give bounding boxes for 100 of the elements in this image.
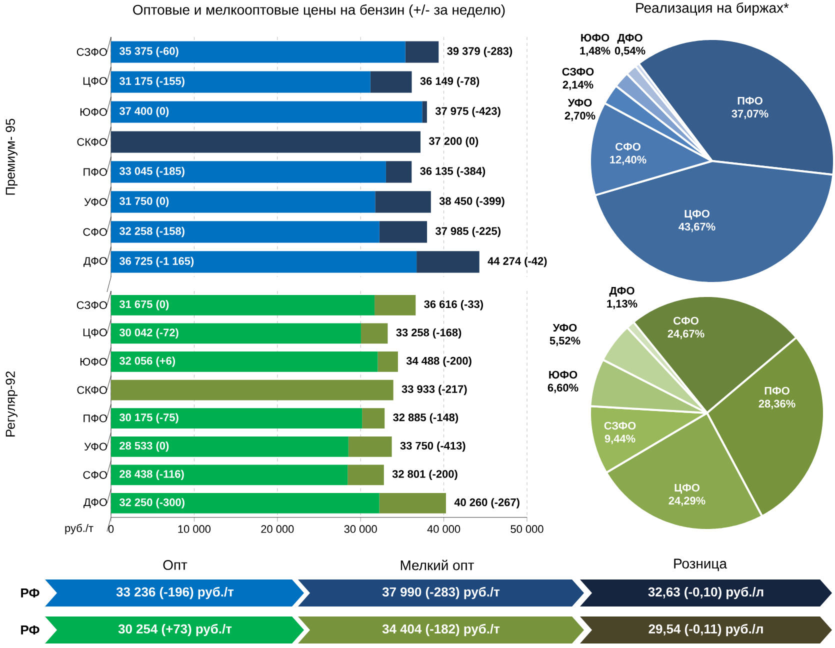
- bar: [379, 493, 446, 514]
- data-label: 31 675 (0): [119, 300, 169, 310]
- slice-label: ДФО: [617, 34, 642, 44]
- slice-label: ЦФО: [674, 484, 700, 494]
- bar: [386, 161, 412, 183]
- bar: [111, 101, 422, 123]
- bar: [111, 408, 362, 429]
- data-label: 28 438 (-116): [120, 470, 184, 480]
- y-tick-label: СКФО: [77, 386, 107, 394]
- y-tick-label: ЦФО: [83, 77, 107, 87]
- slice-label: СЗФО: [604, 422, 636, 430]
- y-tick-label: ЮФО: [80, 358, 107, 366]
- data-label: 37,07%: [732, 110, 768, 120]
- y-tick-label: ДФО: [84, 257, 107, 267]
- text: 29,54 (-0,11) руб./л: [648, 624, 763, 636]
- slice-label: СФО: [616, 142, 640, 151]
- bar: [111, 493, 380, 514]
- bar: [111, 251, 417, 273]
- data-label: 2,70%: [564, 112, 596, 122]
- bar: [111, 464, 348, 486]
- text: 30 254 (+73) руб./т: [118, 624, 232, 636]
- slice-label: СФО: [674, 316, 698, 325]
- text: 33 236 (-196) руб./т: [116, 586, 234, 600]
- data-label: 37 400 (0): [119, 106, 169, 118]
- slice-label: ЦФО: [684, 210, 710, 220]
- data-label: 9,44%: [604, 434, 636, 444]
- slice-label: ПФО: [738, 96, 762, 105]
- bar: [370, 71, 412, 93]
- y-tick-label: СФО: [83, 228, 107, 236]
- text: РФ: [21, 588, 40, 598]
- data-label: 0,54%: [614, 46, 646, 56]
- total-label: 37 985 (-225): [435, 226, 500, 238]
- y-tick-label: СЗФО: [76, 301, 107, 310]
- data-label: 36 725 (-1 165): [119, 256, 194, 268]
- y-tick-label: ДФО: [84, 498, 107, 508]
- y-tick-label: ЦФО: [83, 328, 107, 338]
- y-tick-label: ПФО: [84, 168, 107, 176]
- bar: [416, 251, 480, 273]
- data-label: 31 750 (0): [119, 196, 169, 208]
- y-tick-label: ПФО: [84, 414, 107, 422]
- total-label: 36 616 (-33): [424, 300, 483, 310]
- total-label: 34 488 (-200): [406, 356, 472, 367]
- bar: [378, 352, 398, 372]
- data-label: 1,13%: [607, 300, 638, 310]
- y-tick-label: УФО: [84, 198, 107, 206]
- data-label: 2,14%: [562, 80, 594, 90]
- data-label: 24,67%: [668, 330, 704, 340]
- bar: [111, 323, 361, 344]
- x-axis-title: руб./т: [65, 524, 94, 534]
- slice-label: СЗФО: [562, 68, 594, 76]
- bar: [111, 380, 394, 400]
- data-label: 24,29%: [668, 496, 706, 506]
- total-label: 36 149 (-78): [420, 76, 480, 88]
- total-label: 33 933 (-217): [402, 384, 467, 396]
- bar: [111, 71, 370, 93]
- bar: [405, 41, 439, 63]
- data-label: 32 056 (+6): [119, 356, 176, 367]
- bar: [379, 221, 428, 243]
- data-label: 28,36%: [758, 400, 796, 410]
- x-tick-label: 30 000: [344, 525, 377, 533]
- bar: [374, 294, 416, 316]
- text: РФ: [21, 625, 40, 634]
- data-label: 12,40%: [610, 156, 646, 166]
- slice-label: УФО: [568, 98, 592, 107]
- slice-label: ЮФО: [581, 34, 610, 42]
- bar: [348, 464, 384, 486]
- text: Опт: [163, 560, 188, 570]
- y-tick-label: УФО: [84, 442, 107, 451]
- data-label: 33 045 (-185): [119, 166, 184, 178]
- data-label: 30 175 (-75): [119, 413, 178, 424]
- bar: [360, 323, 388, 344]
- data-label: 30 042 (-72): [119, 328, 178, 339]
- total-label: 40 260 (-267): [454, 498, 520, 508]
- slice-label: ЮФО: [549, 370, 578, 379]
- data-label: 35 375 (-60): [119, 46, 178, 58]
- x-tick-label: 0: [108, 525, 114, 533]
- y-tick-label: СКФО: [77, 138, 107, 146]
- y-axis-title: Регуляр-92: [6, 371, 18, 436]
- bar: [375, 191, 431, 213]
- data-label: 32 250 (-300): [119, 498, 184, 508]
- total-label: 32 885 (-148): [393, 413, 458, 424]
- total-label: 44 274 (-42): [488, 256, 547, 268]
- text: 37 990 (-283) руб./т: [382, 586, 500, 600]
- x-tick-label: 20 000: [261, 525, 294, 533]
- y-tick-label: СЗФО: [76, 48, 107, 56]
- chart-title: Реализация на биржах*: [636, 2, 789, 16]
- data-label: 31 175 (-155): [119, 76, 184, 88]
- bar: [111, 294, 375, 316]
- x-tick-label: 50 000: [510, 525, 544, 533]
- bar: [111, 131, 421, 153]
- bar: [348, 436, 392, 457]
- slice-label: УФО: [552, 324, 577, 332]
- bar: [111, 161, 386, 183]
- text: 34 404 (-182) руб./т: [382, 624, 500, 636]
- bar: [111, 41, 406, 63]
- total-label: 36 135 (-384): [420, 166, 486, 178]
- slice-label: ДФО: [609, 286, 634, 297]
- total-label: 33 258 (-168): [396, 328, 462, 339]
- y-tick-label: ЮФО: [80, 108, 107, 116]
- text: Розница: [674, 558, 727, 572]
